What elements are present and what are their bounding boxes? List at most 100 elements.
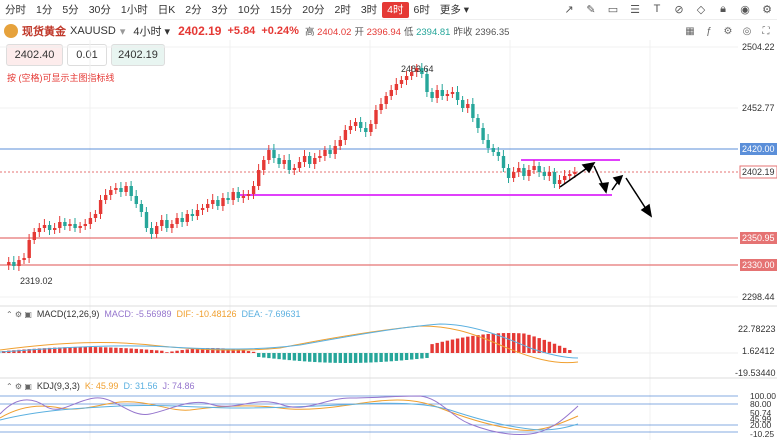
- candle-body: [323, 150, 327, 156]
- tf-fenshi[interactable]: 分时: [5, 3, 26, 16]
- macd-histogram: [2, 333, 572, 363]
- candle-body: [292, 168, 297, 170]
- pen-icon[interactable]: ✎: [586, 3, 596, 16]
- tf-2h[interactable]: 2时: [334, 3, 351, 16]
- price-tags: 2420.00 2402.19 2350.95 2330.00: [739, 143, 777, 271]
- macd-bar: [302, 353, 307, 362]
- indicator-icon[interactable]: ƒ: [706, 25, 712, 37]
- macd-bar: [563, 347, 567, 353]
- layout-icon[interactable]: ▦: [685, 25, 695, 37]
- tf-1m[interactable]: 1分: [36, 3, 53, 16]
- macd-bar: [313, 353, 317, 363]
- period-select[interactable]: 4小时 ▾: [133, 26, 171, 38]
- candle-body: [282, 160, 286, 164]
- camera-icon[interactable]: ◎: [742, 25, 752, 37]
- axis-tick-2: 2452.77: [742, 103, 775, 113]
- candle-body: [328, 150, 332, 154]
- eraser-icon[interactable]: ◇: [696, 3, 706, 16]
- candle-body: [517, 168, 521, 172]
- candle-body: [369, 124, 373, 132]
- macd-axis: 22.78223 1.62412 -19.53440: [735, 324, 776, 378]
- high-num: 2404.02: [317, 27, 352, 38]
- macd-bar: [318, 353, 322, 363]
- macd-bar: [445, 340, 450, 353]
- j-line: [0, 395, 579, 435]
- rect-icon[interactable]: ▭: [607, 3, 619, 16]
- macd-bar: [98, 347, 103, 353]
- macd-bar: [404, 353, 409, 361]
- candle-body: [277, 158, 281, 164]
- low-value: 低 2394.81: [404, 24, 451, 38]
- high-value: 高 2404.02: [305, 24, 352, 38]
- lock-icon[interactable]: 🔒︎: [720, 2, 726, 15]
- candle-body: [318, 156, 322, 158]
- eye-icon[interactable]: ◉: [740, 3, 750, 16]
- tf-6h[interactable]: 6时: [413, 3, 430, 16]
- candle-body: [129, 186, 133, 196]
- settings-icon[interactable]: ⚙: [762, 3, 772, 16]
- candle-body: [17, 260, 21, 266]
- kdj-tick-5: 20.00: [750, 420, 772, 430]
- candle-body: [522, 168, 526, 176]
- candle-body: [246, 194, 251, 196]
- tf-3m[interactable]: 3分: [211, 3, 228, 16]
- candle-body: [42, 225, 47, 228]
- candle-body: [313, 158, 317, 164]
- symbol-code[interactable]: XAUUSD: [70, 25, 116, 37]
- macd-bar: [369, 353, 373, 363]
- candle-body: [374, 110, 378, 124]
- buy-price-button[interactable]: 2402.19: [111, 44, 165, 66]
- gear-icon[interactable]: ⚙: [723, 25, 733, 37]
- d-value: D: 31.56: [123, 381, 158, 391]
- candle-body: [251, 186, 256, 194]
- tf-15m[interactable]: 15分: [270, 3, 293, 16]
- symbol-name[interactable]: 现货黄金: [22, 26, 66, 38]
- tag-2420: 2420.00: [742, 144, 775, 154]
- macd-bar: [527, 334, 531, 353]
- macd-bar: [216, 348, 220, 353]
- tf-5m[interactable]: 5分: [62, 3, 79, 16]
- macd-bar: [32, 348, 36, 353]
- fullscreen-icon[interactable]: ⛶: [762, 25, 770, 37]
- prev-close-value: 昨收 2396.35: [453, 24, 509, 38]
- macd-bar: [333, 353, 337, 363]
- tf-day[interactable]: 日K: [157, 3, 176, 16]
- quantity-input[interactable]: 0.01: [67, 44, 107, 66]
- tf-30m[interactable]: 30分: [88, 3, 111, 16]
- order-panel: 2402.40 0.01 2402.19: [6, 44, 165, 66]
- candle-body: [226, 198, 230, 200]
- tf-more[interactable]: 更多 ▾: [439, 3, 470, 16]
- tf-2m[interactable]: 2分: [185, 3, 202, 16]
- tf-3h[interactable]: 3时: [360, 3, 378, 16]
- price-change-pct: +0.24%: [261, 25, 299, 37]
- macd-bar: [323, 353, 327, 363]
- text-icon[interactable]: T: [653, 3, 661, 15]
- macd-bar: [506, 333, 511, 353]
- macd-bar: [476, 335, 480, 353]
- tf-10m[interactable]: 10分: [237, 3, 261, 16]
- macd-collapse-icon[interactable]: ⌃ ⚙ ▣: [6, 309, 32, 319]
- k-value: K: 45.99: [84, 381, 119, 391]
- candle-body: [22, 258, 26, 260]
- candle-body: [124, 186, 128, 192]
- sell-price-button[interactable]: 2402.40: [6, 44, 63, 66]
- macd-bar: [251, 351, 256, 353]
- candle-body: [180, 218, 184, 222]
- hline-icon[interactable]: ☰: [630, 3, 640, 16]
- candle-body: [287, 160, 291, 170]
- candle-body: [496, 152, 501, 156]
- tf-1h[interactable]: 1小时: [120, 3, 148, 16]
- d-line: [0, 402, 579, 431]
- macd-bar: [241, 350, 246, 353]
- tf-4h[interactable]: 4时: [382, 1, 409, 18]
- kdj-collapse-icon[interactable]: ⌃ ⚙ ▣: [6, 381, 32, 391]
- arrow-icon[interactable]: ↗: [564, 3, 574, 16]
- macd-bar: [47, 347, 52, 353]
- chevron-down-icon[interactable]: ▾: [119, 25, 126, 38]
- tf-20m[interactable]: 20分: [302, 3, 325, 16]
- measure-icon[interactable]: ⊘: [674, 3, 684, 16]
- candle-body: [98, 200, 103, 214]
- candle-body: [37, 228, 42, 232]
